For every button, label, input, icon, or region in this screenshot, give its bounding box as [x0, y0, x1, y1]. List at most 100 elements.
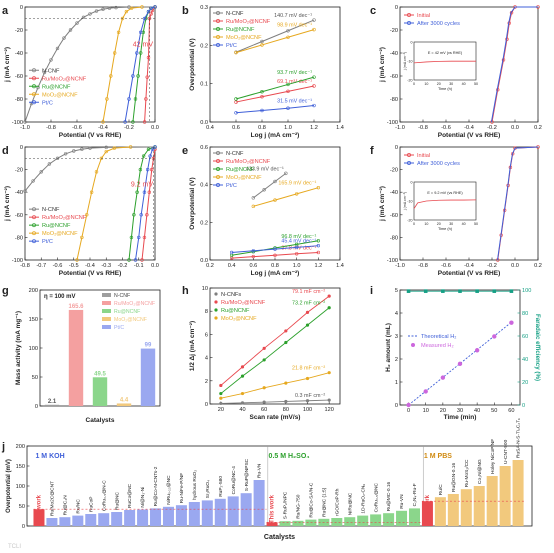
data-point [305, 376, 310, 381]
y-tick-label-j: 0 [22, 524, 25, 530]
bar-value-label: 2.1 [48, 399, 57, 405]
y-axis-label-a: j (mA cm⁻²) [4, 47, 11, 83]
y-tick-label-f: -20 [390, 168, 398, 174]
x-tick-label-i: 20 [440, 408, 446, 414]
measured-point [492, 334, 497, 339]
series-line [144, 6, 156, 123]
comparison-bar [305, 519, 317, 526]
y-tick-label-e: 0.0 [200, 258, 208, 264]
series-point [39, 170, 43, 174]
comparison-bar-label: CoRu₀.₅@N-C [101, 480, 107, 511]
series-point [146, 9, 151, 14]
inset-y-label: j (mA cm⁻²) [403, 192, 407, 211]
comparison-bar [253, 480, 265, 526]
series-line [497, 146, 539, 261]
x-tick-label-f: 0.0 [511, 263, 519, 269]
series-point [148, 154, 152, 158]
series-point [294, 245, 299, 250]
x-tick-label-c: -0.2 [487, 125, 497, 131]
faradaic-point [475, 289, 479, 293]
series-point [112, 51, 117, 55]
comparison-bar-label: Ru-NiFe-P/NF [179, 473, 185, 503]
series-line [231, 251, 319, 259]
series-point [260, 94, 264, 99]
legend-marker [32, 84, 36, 89]
y-tick-label-d: -60 [15, 213, 23, 219]
measured-point [509, 320, 514, 325]
legend-swatch [102, 317, 111, 321]
y-tick-label-c: -20 [390, 28, 398, 34]
comparison-bar [188, 502, 200, 526]
legend-marker [411, 343, 415, 347]
series-point [139, 213, 143, 217]
comparison-bar [408, 508, 420, 526]
y-tick-label-e: 0.6 [200, 145, 208, 151]
series-point [229, 250, 234, 255]
series-point [88, 12, 92, 16]
series-point [286, 89, 290, 94]
legend-marker [216, 167, 220, 171]
x-tick-label-a: -0.2 [124, 125, 134, 131]
legend-label: N-CNF [226, 11, 244, 17]
inset-x-tick-label: 40 [462, 222, 466, 226]
series-line [76, 146, 131, 261]
y-tick-label-i: 3 [395, 334, 398, 340]
legend-label: Ru/MoO₂@NCNF [114, 301, 155, 307]
y-tick-label-c: -100 [387, 120, 398, 126]
series-point [150, 147, 155, 151]
y-axis-label-j: Overpotential (mV) [6, 459, 12, 513]
series-point [260, 108, 264, 113]
panel-label-c: c [370, 5, 376, 17]
fit-line [220, 307, 330, 394]
group-label: 1 M PBS [424, 453, 452, 460]
series-point [147, 190, 152, 194]
legend-marker [216, 183, 220, 187]
x-tick-label-f: 0.2 [534, 263, 542, 269]
x-tick-label-d: -0.7 [36, 263, 46, 269]
series-point [316, 239, 321, 243]
legend-marker [32, 223, 36, 228]
comparison-bar-label: Ru-VN [257, 463, 263, 478]
comparison-bar [396, 510, 408, 526]
comparison-bar-label: Ru@Co-SA/N-C [309, 482, 315, 518]
plot-frame-h [209, 287, 341, 405]
faradaic-point [492, 289, 497, 293]
capacitance-label: 79.1 mF cm⁻² [292, 289, 325, 295]
x-tick-label-b: 0.6 [232, 125, 240, 131]
series-line [102, 6, 143, 123]
series-point [133, 97, 138, 101]
y-axis-label-e: Overpotential (V) [189, 177, 196, 229]
series-line [491, 6, 538, 123]
comparison-bar [486, 476, 498, 526]
inset-x-tick-label: 50 [474, 82, 478, 86]
series-point [294, 192, 299, 196]
series-point [136, 74, 140, 78]
y-tick-label-d: -100 [12, 258, 23, 264]
comparison-bar-label: Ru/C [438, 484, 444, 495]
panel-i: 0 10 20 30 40 50 60 0 1 2 3 4 5 Time (min) H₂ amount (… [385, 288, 541, 421]
x-tick-label-i: 10 [423, 408, 429, 414]
legend-marker [407, 153, 411, 157]
series-point [146, 55, 151, 60]
data-point [240, 391, 245, 396]
x-tick-label-h: 120 [324, 407, 333, 413]
x-tick-label-e: 1.4 [336, 263, 344, 269]
series-point [260, 90, 264, 94]
legend-label: Ru@NCNF [221, 308, 250, 314]
panel-a: -1.0 -0.8 -0.6 -0.4 -0.2 0.0 0 -20 -40 -60 -80 -100… [4, 5, 159, 139]
tafel-slope-label: 31.5 mV dec⁻¹ [277, 99, 312, 105]
tafel-slope-label: 140.7 mV dec⁻¹ [274, 13, 312, 19]
comparison-bar [59, 517, 71, 526]
legend-label: Ru/MoO₂@NCNF [42, 215, 87, 221]
comparison-bar [499, 466, 511, 526]
series-point [234, 50, 238, 55]
fit-line [220, 399, 330, 404]
series-point [260, 39, 264, 44]
y-tick-label-g: 100 [29, 346, 38, 352]
comparison-bar-label: CoRu@NC-4 [231, 466, 237, 495]
x-tick-label-a: -1.0 [20, 125, 30, 131]
comparison-bar-label: CoRu₀.₅@NC [373, 483, 379, 513]
data-point [262, 386, 266, 390]
